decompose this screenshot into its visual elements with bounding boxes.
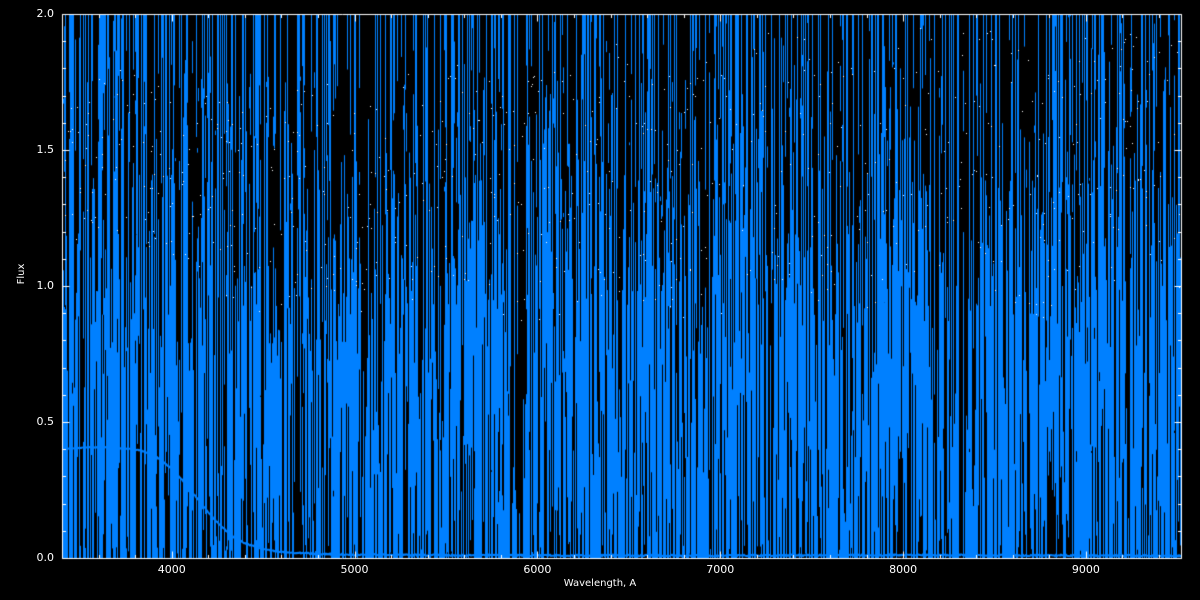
x-axis-label: Wavelength, A: [563, 578, 637, 589]
y-tick-label: 0.5: [36, 415, 55, 428]
x-tick-label: 8000: [889, 563, 918, 576]
x-tick-label: 9000: [1071, 563, 1100, 576]
x-tick-label: 4000: [157, 563, 186, 576]
y-tick-label: 2.0: [36, 7, 55, 20]
y-tick-label: 0.0: [36, 551, 55, 564]
x-tick-label: 6000: [523, 563, 552, 576]
y-tick-label: 1.5: [36, 143, 55, 156]
x-tick-label: 7000: [706, 563, 735, 576]
y-tick-label: 1.0: [36, 279, 55, 292]
y-axis-label: Flux: [16, 263, 27, 285]
x-tick-label: 5000: [340, 563, 369, 576]
